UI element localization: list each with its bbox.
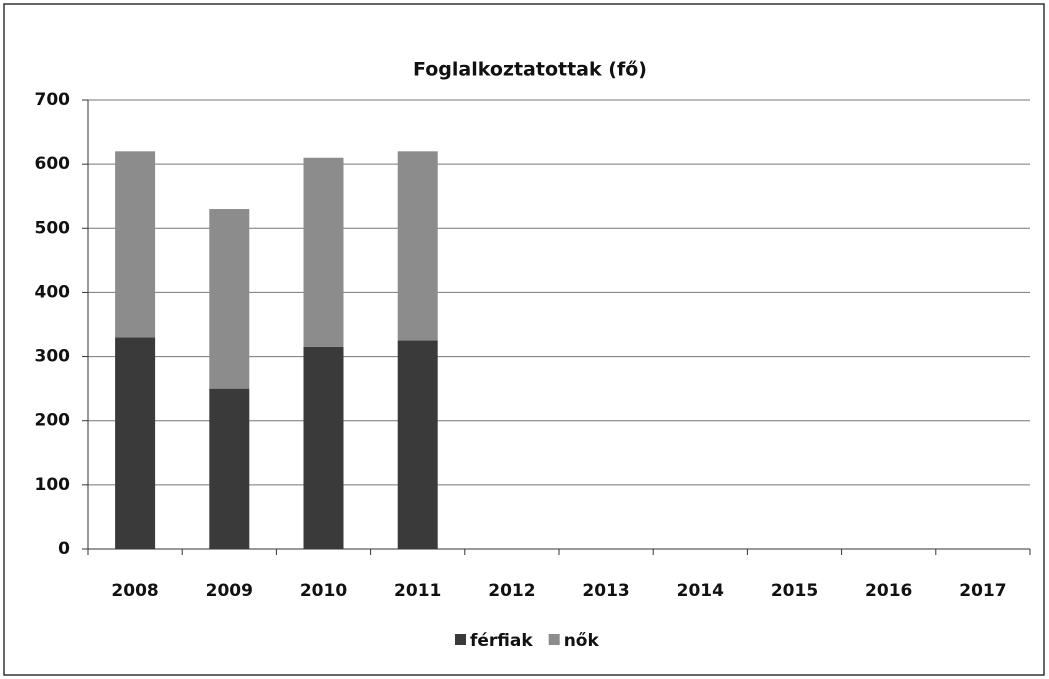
bar-segment bbox=[115, 337, 156, 549]
x-tick-label: 2011 bbox=[394, 581, 441, 601]
y-tick-label: 200 bbox=[35, 411, 71, 431]
x-tick-label: 2010 bbox=[300, 581, 347, 601]
x-tick-label: 2017 bbox=[959, 581, 1006, 601]
bar-segment bbox=[397, 151, 438, 341]
y-tick-label: 500 bbox=[35, 218, 71, 238]
x-tick-label: 2013 bbox=[582, 581, 629, 601]
x-tick-label: 2009 bbox=[206, 581, 253, 601]
bar-segment bbox=[209, 388, 250, 549]
legend-swatch bbox=[455, 634, 466, 645]
legend-label: nők bbox=[564, 631, 600, 651]
y-tick-label: 600 bbox=[35, 154, 71, 174]
legend-label: férfiak bbox=[470, 631, 533, 651]
y-tick-label: 400 bbox=[35, 282, 71, 302]
x-tick-label: 2015 bbox=[771, 581, 818, 601]
x-tick-label: 2014 bbox=[677, 581, 724, 601]
chart-frame bbox=[3, 3, 1045, 676]
legend-swatch bbox=[548, 634, 560, 645]
x-tick-label: 2012 bbox=[488, 581, 535, 601]
bar-segment bbox=[303, 157, 344, 347]
y-tick-label: 100 bbox=[35, 475, 71, 495]
y-tick-label: 300 bbox=[35, 347, 71, 367]
bar-segment bbox=[397, 340, 438, 549]
y-tick-label: 0 bbox=[58, 539, 70, 559]
bar-segment bbox=[115, 151, 156, 338]
bar-segment bbox=[303, 346, 344, 549]
bar-segment bbox=[209, 209, 250, 389]
chart-title: Foglalkoztatottak (fő) bbox=[413, 59, 647, 81]
y-tick-label: 700 bbox=[35, 90, 71, 110]
x-tick-label: 2016 bbox=[865, 581, 912, 601]
x-tick-label: 2008 bbox=[111, 581, 158, 601]
